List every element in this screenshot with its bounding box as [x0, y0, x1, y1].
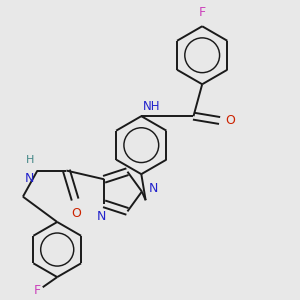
Text: N: N	[149, 182, 158, 195]
Text: N: N	[97, 210, 106, 223]
Text: F: F	[33, 284, 40, 297]
Text: O: O	[225, 114, 235, 127]
Text: H: H	[26, 155, 34, 165]
Text: N: N	[25, 172, 34, 185]
Text: O: O	[72, 207, 82, 220]
Text: NH: NH	[142, 100, 160, 113]
Text: F: F	[199, 6, 206, 19]
